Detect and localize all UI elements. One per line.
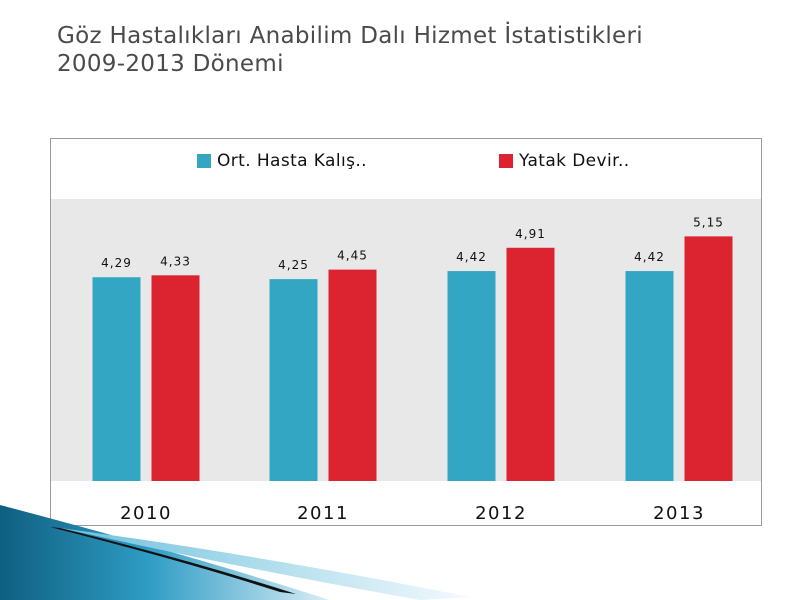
chart-frame: Ort. Hasta Kalış.. Yatak Devir.. 4,29 4,3… (50, 138, 762, 526)
legend-item-series-2: Yatak Devir.. (499, 151, 630, 171)
data-label-2012-series-1: 4,42 (456, 250, 487, 264)
bar-2012-series-1 (447, 271, 496, 481)
legend-label-series-1: Ort. Hasta Kalış.. (217, 151, 367, 171)
bar-chart: 4,29 4,33 2010 4,25 4,45 2011 4,42 4,91 2012 4,42… (92, 215, 733, 524)
legend-swatch-series-1 (197, 154, 211, 168)
decorative-swoosh (0, 505, 470, 600)
data-label-2013-series-1: 4,42 (634, 250, 665, 264)
legend-swatch-series-2 (499, 154, 513, 168)
swoosh-blue (0, 505, 330, 600)
slide-title: Göz Hastalıkları Anabilim Dalı Hizmet İs… (57, 22, 757, 78)
x-tick-label-2012: 2012 (475, 503, 527, 524)
x-tick-label-2010: 2010 (120, 503, 172, 524)
x-tick-label-2013: 2013 (653, 503, 705, 524)
legend-label-series-2: Yatak Devir.. (519, 151, 630, 171)
legend-item-series-1: Ort. Hasta Kalış.. (197, 151, 367, 171)
bar-2012-series-2 (506, 247, 555, 481)
data-label-2010-series-1: 4,29 (101, 256, 132, 270)
bar-2010-series-2 (151, 275, 200, 481)
data-label-2010-series-2: 4,33 (160, 254, 191, 268)
data-label-2012-series-2: 4,91 (515, 227, 546, 241)
bar-2013-series-2 (684, 236, 733, 481)
x-tick-label-2011: 2011 (297, 503, 349, 524)
bar-2013-series-1 (625, 271, 674, 481)
data-label-2011-series-1: 4,25 (278, 258, 309, 272)
swoosh-black (50, 527, 296, 594)
data-label-2011-series-2: 4,45 (337, 249, 368, 263)
title-line-1: Göz Hastalıkları Anabilim Dalı Hizmet İs… (57, 23, 643, 49)
title-line-2: 2009-2013 Dönemi (57, 51, 284, 77)
bar-2011-series-2 (328, 269, 377, 481)
data-label-2013-series-2: 5,15 (693, 215, 724, 229)
swoosh-light (60, 528, 470, 600)
bar-2010-series-1 (92, 277, 141, 481)
bar-2011-series-1 (269, 279, 318, 481)
